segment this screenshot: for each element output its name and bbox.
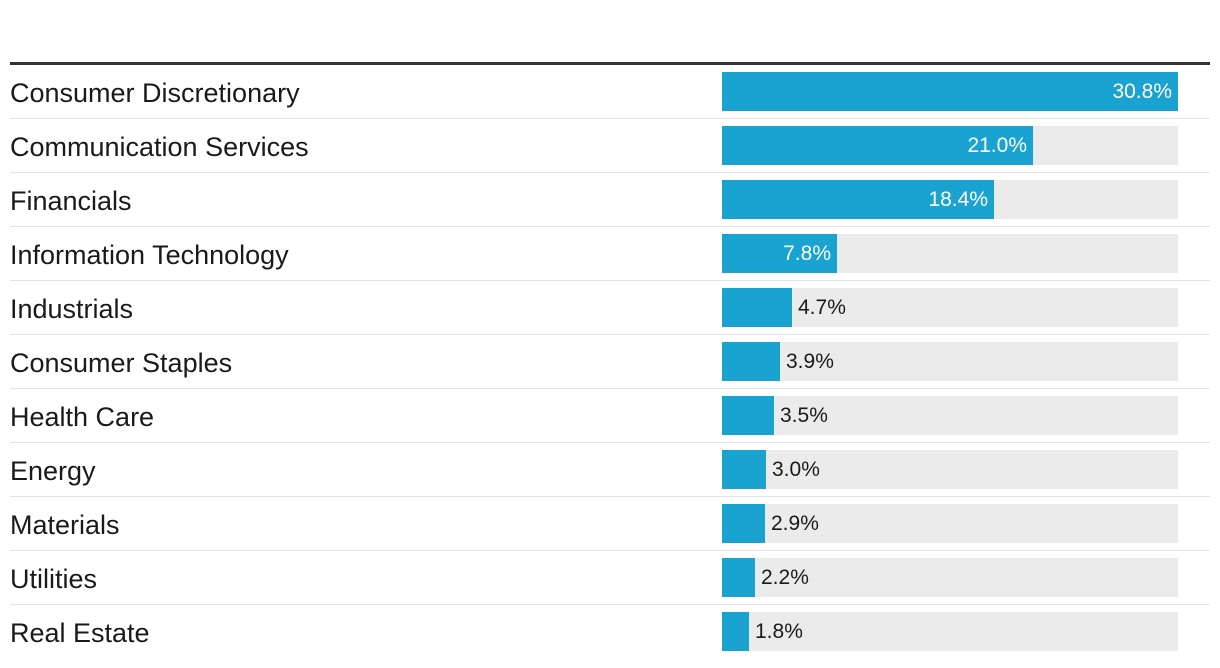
category-label: Industrials — [10, 294, 134, 324]
value-label: 3.5% — [780, 404, 828, 427]
value-label: 2.2% — [761, 566, 809, 589]
bar — [722, 558, 755, 597]
value-label: 7.8% — [783, 242, 831, 265]
bar — [722, 126, 1033, 165]
bar-track: 4.7% — [722, 288, 1178, 327]
bar — [722, 342, 780, 381]
value-label: 2.9% — [771, 512, 819, 535]
bar — [722, 450, 766, 489]
bar — [722, 504, 765, 543]
bar — [722, 612, 749, 651]
bar-row: Consumer Staples 3.9% — [10, 335, 1210, 389]
category-label: Communication Services — [10, 132, 309, 162]
bar-track: 2.9% — [722, 504, 1178, 543]
category-label: Materials — [10, 510, 120, 540]
sector-bar-table: Consumer Discretionary 30.8% Communication… — [10, 62, 1210, 658]
bar-track: 7.8% — [722, 234, 1178, 273]
value-label: 3.0% — [772, 458, 820, 481]
category-label: Real Estate — [10, 618, 150, 648]
bar-row: Materials 2.9% — [10, 497, 1210, 551]
bar — [722, 396, 774, 435]
bar-track: 30.8% — [722, 72, 1178, 111]
bar-rows: Consumer Discretionary 30.8% Communication… — [10, 65, 1210, 658]
bar-track: 2.2% — [722, 558, 1178, 597]
bar-track: 3.5% — [722, 396, 1178, 435]
bar-track: 18.4% — [722, 180, 1178, 219]
bar-track: 21.0% — [722, 126, 1178, 165]
category-label: Energy — [10, 456, 96, 486]
bar — [722, 234, 837, 273]
value-label: 18.4% — [928, 188, 988, 211]
category-label: Consumer Discretionary — [10, 78, 300, 108]
value-label: 3.9% — [786, 350, 834, 373]
bar-row: Communication Services 21.0% — [10, 119, 1210, 173]
value-label: 21.0% — [967, 134, 1027, 157]
value-label: 30.8% — [1112, 80, 1172, 103]
bar-track: 1.8% — [722, 612, 1178, 651]
bar — [722, 72, 1178, 111]
bar-row: Information Technology 7.8% — [10, 227, 1210, 281]
bar — [722, 180, 994, 219]
bar-row: Utilities 2.2% — [10, 551, 1210, 605]
bar-track: 3.9% — [722, 342, 1178, 381]
bar — [722, 288, 792, 327]
bar-row: Health Care 3.5% — [10, 389, 1210, 443]
top-rule — [10, 62, 1210, 65]
category-label: Health Care — [10, 402, 155, 432]
category-label: Information Technology — [10, 240, 289, 270]
value-label: 4.7% — [798, 296, 846, 319]
value-label: 1.8% — [755, 620, 803, 643]
category-label: Consumer Staples — [10, 348, 233, 378]
bar-row: Financials 18.4% — [10, 173, 1210, 227]
category-label: Financials — [10, 186, 132, 216]
bar-row: Consumer Discretionary 30.8% — [10, 65, 1210, 119]
bar-track: 3.0% — [722, 450, 1178, 489]
category-label: Utilities — [10, 564, 98, 594]
bar-row: Industrials 4.7% — [10, 281, 1210, 335]
bar-row: Real Estate 1.8% — [10, 605, 1210, 658]
bar-row: Energy 3.0% — [10, 443, 1210, 497]
